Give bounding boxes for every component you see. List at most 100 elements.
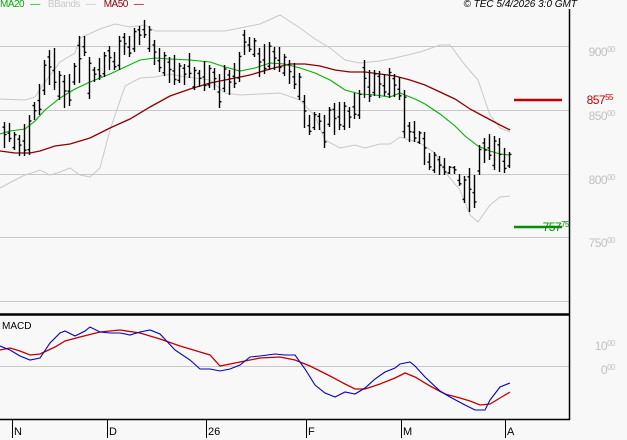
ohlc-bar xyxy=(7,123,12,142)
ohlc-bar xyxy=(377,71,382,98)
axis-label: 90000 xyxy=(588,45,616,59)
ohlc-bar xyxy=(392,74,397,97)
ohlc-bar xyxy=(207,65,212,88)
ohlc-bar xyxy=(362,60,367,98)
ohlc-bar xyxy=(47,50,52,85)
ohlc-bar xyxy=(112,52,117,70)
ohlc-bar xyxy=(142,20,147,38)
ohlc-bar xyxy=(382,74,387,96)
ohlc-bar xyxy=(167,57,172,83)
ohlc-bar xyxy=(427,153,432,170)
ohlc-bar xyxy=(237,52,242,82)
ohlc-bar xyxy=(252,38,257,57)
ohlc-bar xyxy=(452,166,457,174)
legend-bbands: BBands — xyxy=(47,0,96,10)
ohlc-bar xyxy=(152,40,157,65)
ohlc-bar xyxy=(267,42,272,70)
ma20 xyxy=(0,57,511,156)
ohlc-bar xyxy=(217,74,222,108)
ohlc-bar xyxy=(397,77,402,100)
ohlc-bar xyxy=(137,26,142,45)
ohlc-bar xyxy=(437,156,442,175)
ohlc-bar xyxy=(432,152,437,173)
ohlc-bar xyxy=(72,63,77,85)
ohlc-bar xyxy=(12,132,17,150)
ohlc-bar xyxy=(412,121,417,142)
ohlc-bar xyxy=(177,63,182,83)
ohlc-bar xyxy=(57,71,62,100)
ohlc-bar xyxy=(272,47,277,70)
ohlc-bar xyxy=(257,48,262,77)
ohlc-bar xyxy=(472,175,477,208)
ohlc-bar xyxy=(122,33,127,55)
ohlc-bar xyxy=(342,102,347,130)
chart-legend: MA20— BBands — MA50— xyxy=(0,0,149,10)
legend-ma50: MA50— xyxy=(103,0,144,10)
ohlc-bar xyxy=(212,68,217,90)
ohlc-bar xyxy=(97,58,102,80)
ohlc-bar xyxy=(52,48,57,90)
ohlc-bar xyxy=(292,63,297,89)
axis-label: 1000 xyxy=(594,339,616,353)
ohlc-bar xyxy=(67,74,72,106)
ma50-line xyxy=(0,63,511,154)
price-levels xyxy=(514,98,562,229)
ohlc-bar xyxy=(77,36,82,83)
ohlc-bar xyxy=(222,65,227,92)
ohlc-bar xyxy=(447,166,452,174)
ma20-line xyxy=(0,57,511,156)
ohlc-bar xyxy=(17,135,22,156)
ohlc-bar xyxy=(192,67,197,90)
x-tick-label: A xyxy=(507,426,515,438)
ohlc-bar xyxy=(337,102,342,130)
x-tick-label: F xyxy=(308,426,315,438)
axis-label: 75775 xyxy=(542,220,570,234)
axis-label: 75000 xyxy=(588,236,616,250)
bband-lower xyxy=(0,73,511,223)
ohlc-bar xyxy=(417,131,422,144)
ohlc-bar xyxy=(117,36,122,70)
macd-lines xyxy=(0,326,511,411)
ohlc-bar xyxy=(172,55,177,85)
ohlc-bar xyxy=(162,52,167,76)
ohlc-bar xyxy=(407,122,412,142)
ohlc-bar xyxy=(147,26,152,52)
ohlc-bar xyxy=(317,113,322,130)
ohlc-bar xyxy=(197,70,202,87)
ohlc-bar xyxy=(232,63,237,88)
ohlc-bar xyxy=(37,84,42,115)
ohlc-bar xyxy=(442,158,447,175)
ohlc-bar xyxy=(107,46,112,70)
ohlc-bar xyxy=(277,47,282,72)
ohlc-bar xyxy=(477,145,482,175)
ohlc-bar xyxy=(352,93,357,119)
ohlc-bar xyxy=(302,95,307,128)
ohlc-bar xyxy=(502,148,507,173)
ohlc-bar xyxy=(387,68,392,98)
ohlc-bar xyxy=(422,132,427,165)
ohlc-bar xyxy=(42,60,47,95)
ohlc-bar xyxy=(282,54,287,76)
ohlc-bar xyxy=(32,102,37,120)
ohlc-bar xyxy=(322,115,327,148)
x-tick-label: N xyxy=(14,426,22,438)
ohlc-bars xyxy=(2,20,512,212)
ohlc-bar xyxy=(347,107,352,128)
ohlc-bar xyxy=(92,67,97,82)
ohlc-bar xyxy=(87,57,92,99)
x-tick-label: D xyxy=(109,426,117,438)
ohlc-bar xyxy=(187,53,192,78)
axis-label: 000 xyxy=(600,363,616,377)
ohlc-bar xyxy=(367,70,372,102)
ohlc-bar xyxy=(402,90,407,138)
ohlc-bar xyxy=(242,30,247,55)
ohlc-bar xyxy=(372,70,377,96)
ohlc-bar xyxy=(327,107,332,127)
x-axis-ticks xyxy=(12,419,506,438)
axis-label: 80000 xyxy=(588,173,616,187)
macd-line xyxy=(0,326,511,411)
x-tick-label: 26 xyxy=(208,426,221,438)
ohlc-bar xyxy=(127,36,132,57)
ohlc-bar xyxy=(102,52,107,77)
